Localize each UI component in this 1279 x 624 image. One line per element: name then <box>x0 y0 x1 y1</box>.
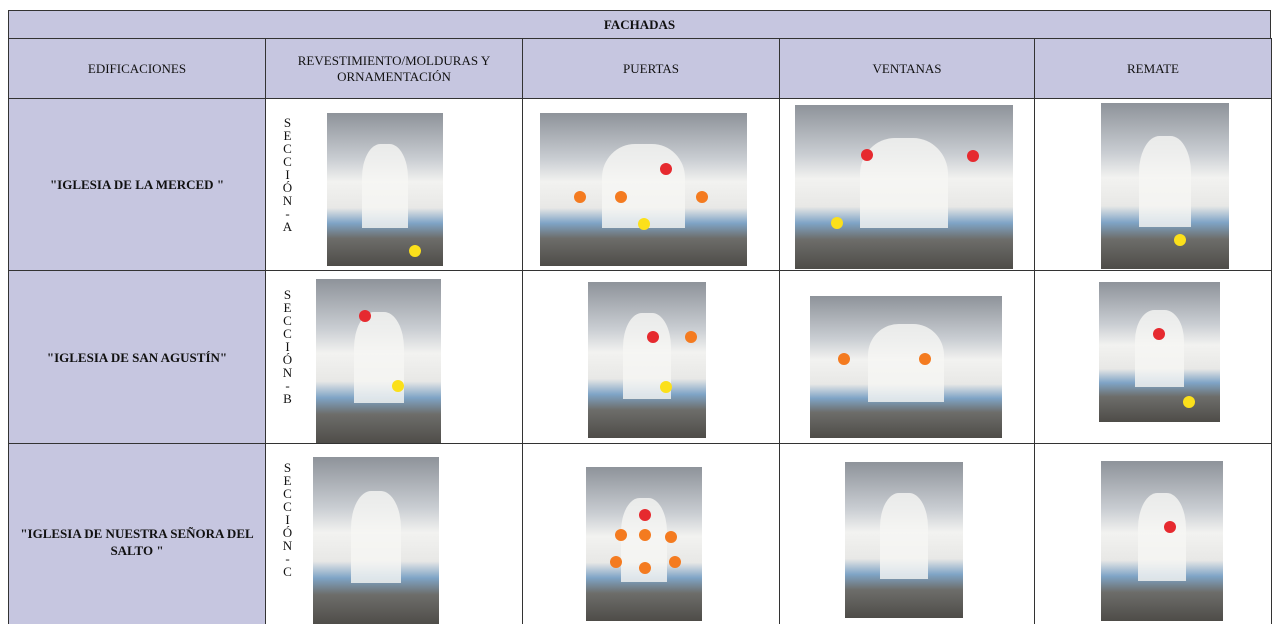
marker-dot <box>967 150 979 162</box>
building-name: "IGLESIA DE NUESTRA SEÑORA DEL SALTO " <box>8 443 266 624</box>
image-cell: SECCIÓN-A <box>265 98 523 271</box>
section-label: SECCIÓN-C <box>280 460 295 577</box>
image-cell: SECCIÓN-C <box>265 443 523 624</box>
image-cell <box>779 443 1035 624</box>
marker-dot <box>861 149 873 161</box>
image-cell <box>779 270 1035 444</box>
marker-dot <box>660 163 672 175</box>
column-header: REMATE <box>1034 38 1272 99</box>
marker-dot <box>685 331 697 343</box>
facade-photo <box>316 279 441 443</box>
facade-photo <box>540 113 747 266</box>
facade-photo <box>845 462 963 618</box>
section-label: SECCIÓN-A <box>280 115 295 232</box>
building-name: "IGLESIA DE LA MERCED " <box>8 98 266 271</box>
image-cell <box>522 98 780 271</box>
section-label: SECCIÓN-B <box>280 287 295 404</box>
marker-dot <box>359 310 371 322</box>
marker-dot <box>831 217 843 229</box>
marker-dot <box>638 218 650 230</box>
marker-dot <box>409 245 421 257</box>
marker-dot <box>610 556 622 568</box>
marker-dot <box>1164 521 1176 533</box>
facade-photo <box>586 467 702 621</box>
marker-dot <box>669 556 681 568</box>
image-cell <box>779 98 1035 271</box>
marker-dot <box>696 191 708 203</box>
marker-dot <box>615 191 627 203</box>
marker-dot <box>1153 328 1165 340</box>
column-header: REVESTIMIENTO/MOLDURAS Y ORNAMENTACIÓN <box>265 38 523 99</box>
marker-dot <box>639 529 651 541</box>
marker-dot <box>660 381 672 393</box>
facade-photo <box>313 457 439 624</box>
marker-dot <box>665 531 677 543</box>
marker-dot <box>392 380 404 392</box>
marker-dot <box>838 353 850 365</box>
marker-dot <box>639 562 651 574</box>
marker-dot <box>1174 234 1186 246</box>
facade-photo <box>327 113 443 266</box>
column-header: EDIFICACIONES <box>8 38 266 99</box>
image-cell <box>522 443 780 624</box>
image-cell <box>1034 98 1272 271</box>
marker-dot <box>639 509 651 521</box>
building-name: "IGLESIA DE SAN AGUSTÍN" <box>8 270 266 444</box>
facade-photo <box>810 296 1002 438</box>
image-cell <box>1034 443 1272 624</box>
column-header: PUERTAS <box>522 38 780 99</box>
column-header: VENTANAS <box>779 38 1035 99</box>
image-cell <box>522 270 780 444</box>
facade-photo <box>1099 282 1220 422</box>
marker-dot <box>919 353 931 365</box>
image-cell: SECCIÓN-B <box>265 270 523 444</box>
marker-dot <box>647 331 659 343</box>
marker-dot <box>1183 396 1195 408</box>
facade-photo <box>588 282 706 438</box>
facade-photo <box>795 105 1013 269</box>
facade-photo <box>1101 103 1229 269</box>
table-title: FACHADAS <box>8 10 1271 39</box>
facade-photo <box>1101 461 1223 621</box>
marker-dot <box>574 191 586 203</box>
marker-dot <box>615 529 627 541</box>
image-cell <box>1034 270 1272 444</box>
